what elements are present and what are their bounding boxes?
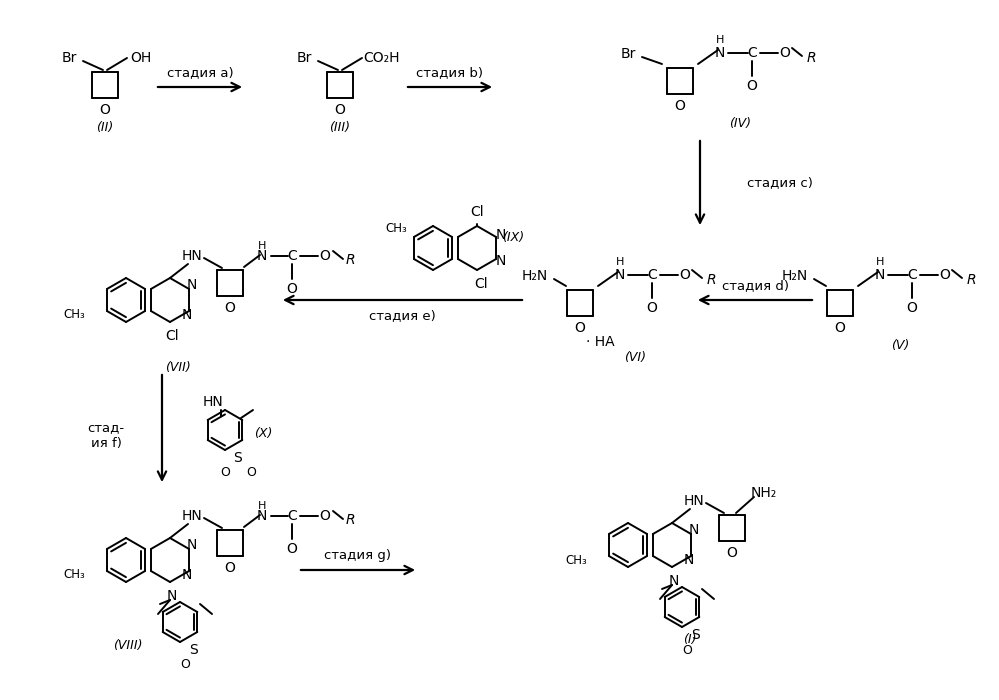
Text: Cl: Cl [471,205,484,219]
Text: H₂N: H₂N [782,269,808,283]
Text: O: O [779,46,790,60]
Text: O: O [225,301,236,315]
Text: C: C [287,249,297,263]
Text: R: R [806,51,816,65]
Text: N: N [187,278,197,292]
Text: O: O [574,321,585,335]
Text: N: N [182,308,192,322]
Text: (VII): (VII) [165,361,191,374]
Text: H₂N: H₂N [521,269,548,283]
Text: (I): (I) [683,634,696,647]
Text: · HA: · HA [585,335,614,349]
Text: S: S [190,643,199,657]
Text: стадия a): стадия a) [167,66,234,80]
Text: O: O [746,79,757,93]
Text: S: S [233,451,242,465]
Text: O: O [646,301,657,315]
Text: стадия d): стадия d) [721,279,788,293]
Text: N: N [496,228,506,242]
Text: H: H [615,257,624,267]
Text: O: O [320,249,331,263]
Text: Cl: Cl [165,329,179,343]
Text: NH₂: NH₂ [751,486,777,500]
Text: N: N [715,46,725,60]
Text: стадия c): стадия c) [747,176,813,190]
Text: Br: Br [61,51,77,65]
Text: N: N [684,553,694,567]
Text: HN: HN [203,395,224,409]
Text: R: R [346,513,355,527]
Text: H: H [716,35,724,45]
Text: ия f): ия f) [91,437,122,449]
Text: O: O [180,659,190,671]
Text: O: O [679,268,690,282]
Text: N: N [668,574,679,588]
Text: (VI): (VI) [624,351,646,365]
Text: стадия e): стадия e) [369,309,436,323]
Text: N: N [257,249,267,263]
Text: HN: HN [683,494,704,508]
Text: O: O [225,561,236,575]
Text: (IV): (IV) [729,116,751,130]
Text: N: N [875,268,885,282]
Text: O: O [320,509,331,523]
Text: CH₃: CH₃ [63,568,85,582]
Text: N: N [182,568,192,582]
Text: C: C [287,509,297,523]
Text: Br: Br [297,51,312,65]
Text: O: O [287,282,298,296]
Text: (II): (II) [96,120,114,134]
Text: CH₃: CH₃ [565,554,587,566]
Text: N: N [257,509,267,523]
Text: HN: HN [182,249,203,263]
Text: S: S [691,628,700,642]
Text: C: C [907,268,917,282]
Text: C: C [747,46,757,60]
Text: стадия g): стадия g) [325,550,392,563]
Text: (VIII): (VIII) [113,638,143,652]
Text: O: O [100,103,111,117]
Text: HN: HN [182,509,203,523]
Text: N: N [689,523,699,537]
Text: O: O [246,466,256,479]
Text: R: R [706,273,716,287]
Text: R: R [346,253,355,267]
Text: N: N [496,254,506,268]
Text: Cl: Cl [475,277,488,291]
Text: (III): (III) [330,120,351,134]
Text: O: O [287,542,298,556]
Text: O: O [940,268,950,282]
Text: N: N [187,538,197,552]
Text: CH₃: CH₃ [385,223,407,235]
Text: CH₃: CH₃ [63,309,85,321]
Text: R: R [966,273,976,287]
Text: (V): (V) [891,339,909,351]
Text: (IX): (IX) [501,232,524,244]
Text: стадия b): стадия b) [417,66,484,80]
Text: OH: OH [131,51,152,65]
Text: CO₂H: CO₂H [364,51,401,65]
Text: O: O [726,546,737,560]
Text: N: N [167,589,177,603]
Text: O: O [834,321,845,335]
Text: O: O [682,643,692,657]
Text: H: H [258,501,266,511]
Text: H: H [876,257,884,267]
Text: (X): (X) [254,428,272,440]
Text: H: H [258,241,266,251]
Text: O: O [674,99,685,113]
Text: O: O [220,466,230,479]
Text: стад-: стад- [88,421,125,435]
Text: N: N [614,268,625,282]
Text: C: C [647,268,657,282]
Text: O: O [335,103,346,117]
Text: O: O [906,301,917,315]
Text: Br: Br [620,47,635,61]
